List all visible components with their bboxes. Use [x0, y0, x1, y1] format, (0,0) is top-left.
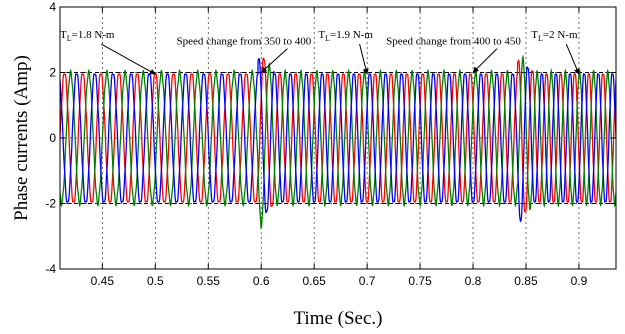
x-tick-label: 0.55: [197, 274, 221, 288]
x-tick-label: 0.5: [147, 274, 164, 288]
annotation-label: TL=1.8 N-m: [60, 29, 115, 43]
y-tick-label: -2: [45, 197, 56, 211]
x-tick-label: 0.45: [91, 274, 115, 288]
annotation-label: TL=2 N-m: [531, 29, 578, 43]
annotations: TL=1.8 N-m Speed change from 350 to 400 TL…: [60, 29, 580, 75]
annotation-arrow: [260, 48, 288, 73]
annotation-arrow: [565, 43, 580, 75]
tick-marks: [60, 6, 616, 270]
x-axis-title: Time (Sec.): [293, 308, 382, 329]
x-tick-label: 0.85: [514, 274, 538, 288]
annotation-label: Speed change from 350 to 400: [176, 36, 311, 48]
annotation-arrow: [100, 43, 156, 75]
x-tick-label: 0.6: [253, 274, 270, 288]
series-group: [60, 54, 616, 230]
annotation-arrow: [472, 48, 498, 73]
series-line-phase-2: [60, 54, 616, 230]
tick-labels: 0.45 0.5 0.55 0.6 0.65 0.7 0.75 0.8 0.85 0.9 -4 -2 0…: [45, 0, 587, 288]
annotation-arrow: [359, 43, 369, 75]
x-tick-label: 0.75: [408, 274, 432, 288]
y-tick-label: -4: [45, 262, 56, 276]
x-tick-label: 0.9: [571, 274, 588, 288]
plot-area: [60, 7, 616, 269]
y-tick-label: 2: [49, 66, 56, 80]
series-line-phase-3: [60, 57, 616, 223]
annotation-label: Speed change from 400 to 450: [386, 36, 521, 48]
x-tick-label: 0.8: [465, 274, 482, 288]
y-tick-label: 0: [49, 131, 56, 145]
y-tick-label: 4: [49, 0, 56, 14]
y-axis-title: Phase currents (Amp): [11, 55, 32, 221]
x-tick-label: 0.7: [359, 274, 376, 288]
annotation-label: TL=1.9 N-m: [318, 29, 373, 43]
x-tick-label: 0.65: [302, 274, 326, 288]
